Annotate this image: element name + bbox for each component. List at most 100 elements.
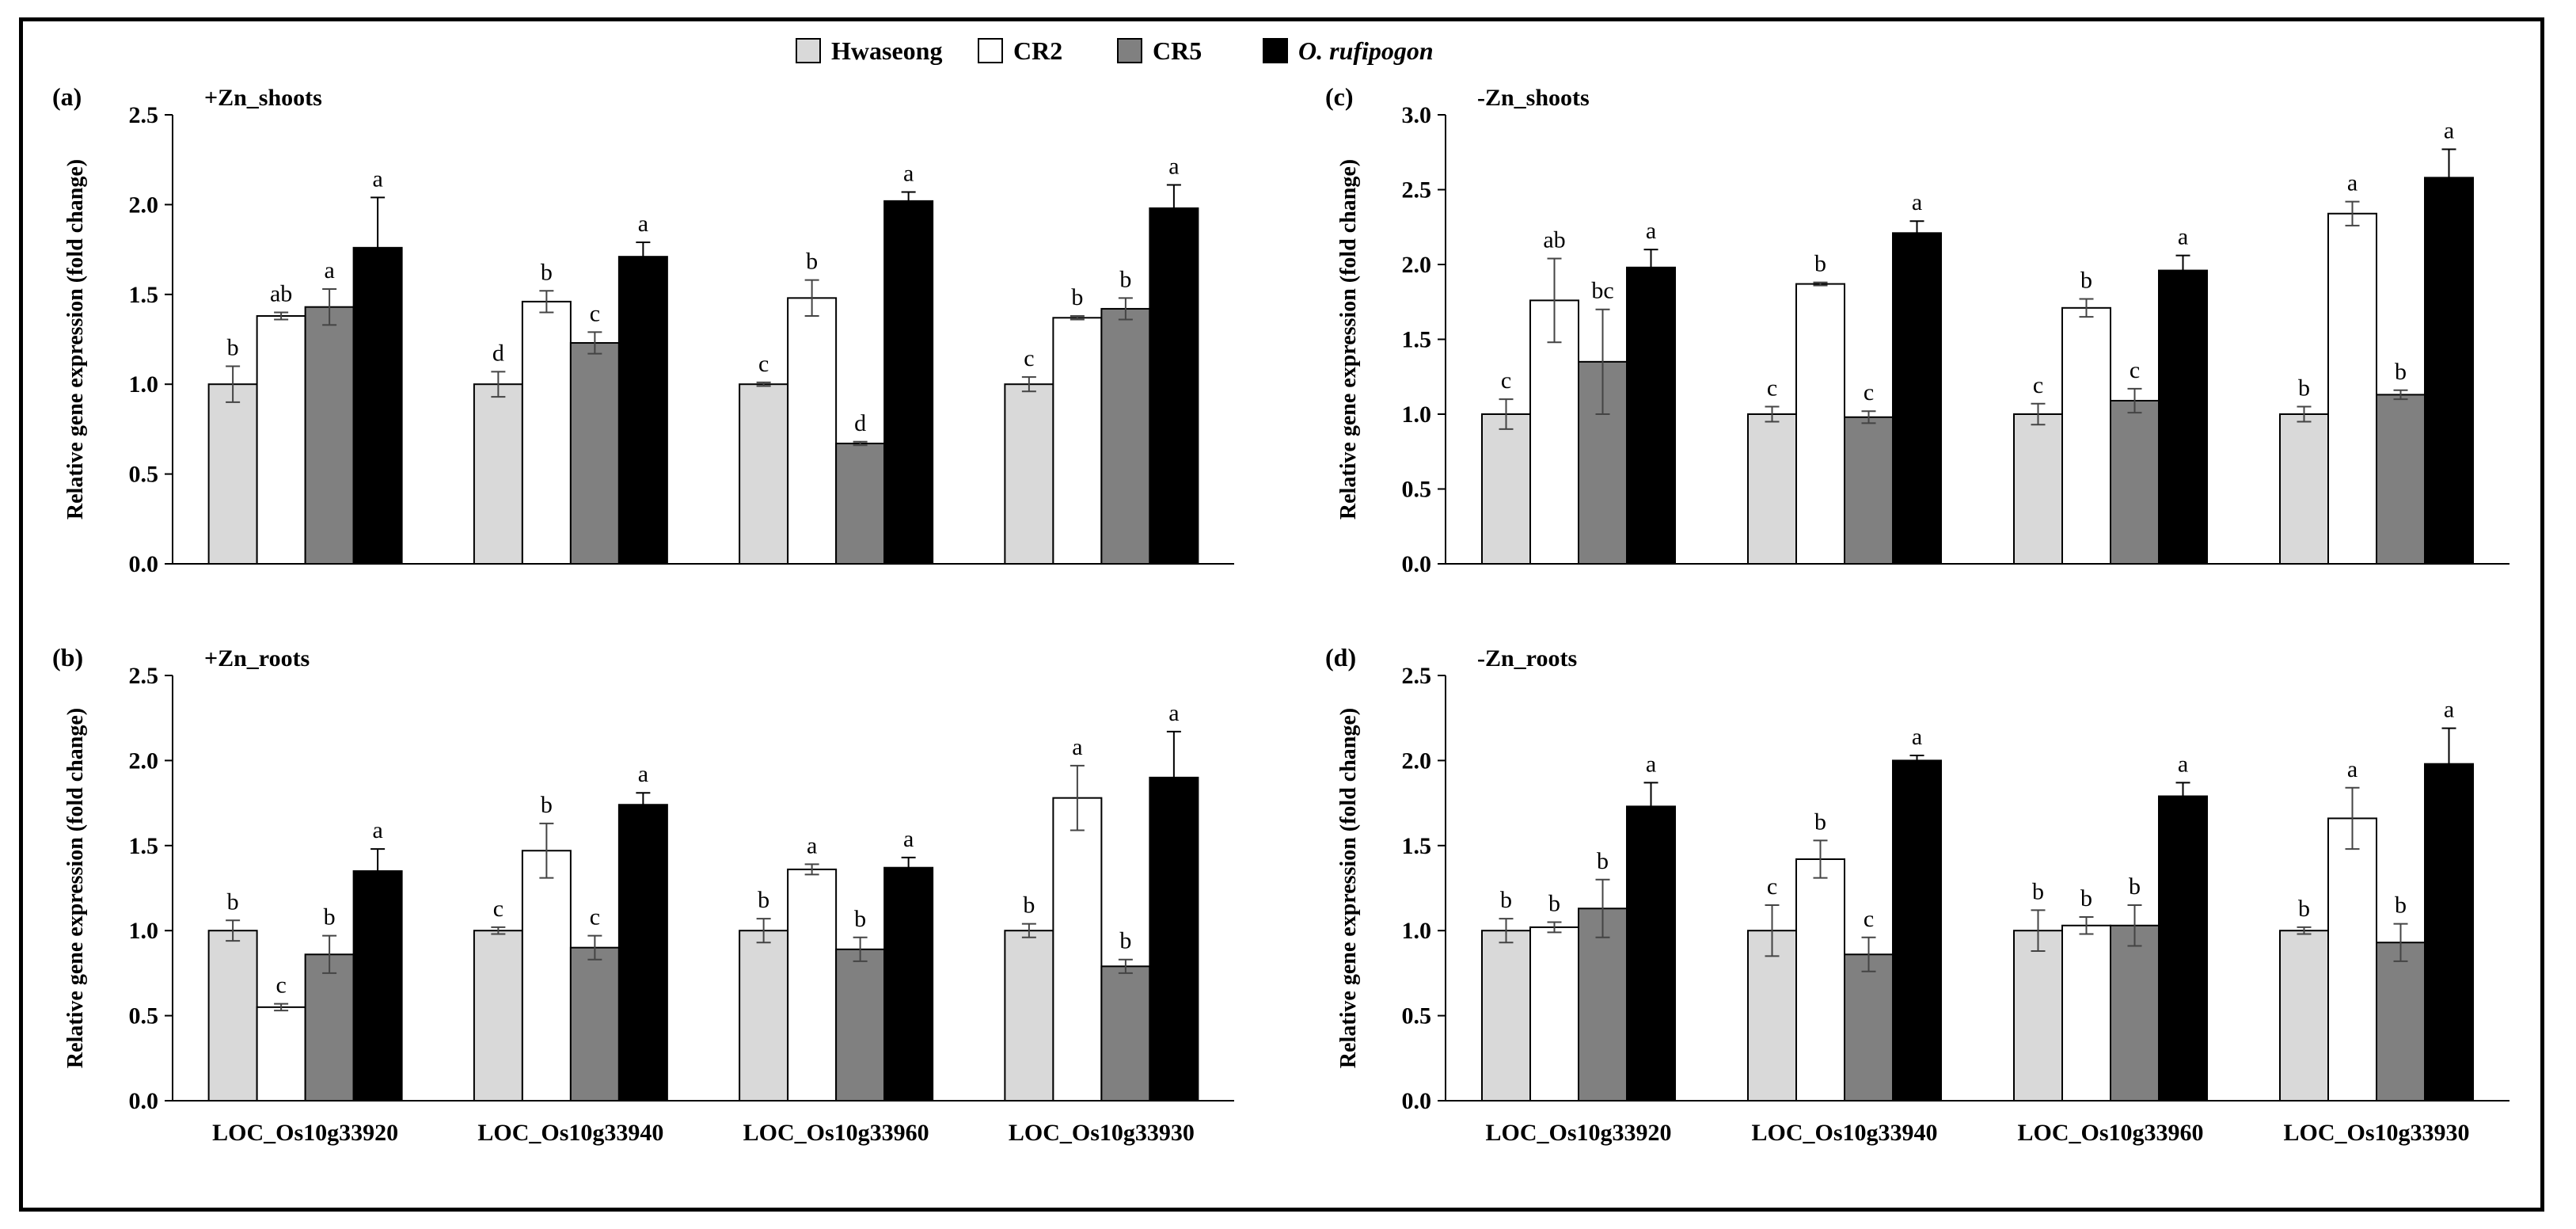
y-tick-label: 1.0 xyxy=(129,371,159,398)
y-tick-label: 2.0 xyxy=(1402,252,1432,278)
significance-letter: c xyxy=(1501,367,1511,394)
y-tick-label: 0.0 xyxy=(1402,551,1432,577)
legend-item: CR2 xyxy=(978,36,1062,65)
y-tick-label: 2.5 xyxy=(1402,177,1432,204)
significance-letter: c xyxy=(275,972,286,999)
error-bar xyxy=(2441,727,2456,801)
error-bar xyxy=(1118,958,1133,974)
error-bar xyxy=(1499,918,1514,944)
bar xyxy=(1100,307,1151,565)
significance-letter: b xyxy=(227,888,239,915)
y-tick-label: 2.0 xyxy=(1402,748,1432,774)
error-bar xyxy=(901,191,916,211)
significance-letter: a xyxy=(1646,218,1656,244)
bar xyxy=(1892,759,1942,1102)
significance-letter: a xyxy=(2444,117,2454,143)
error-bar xyxy=(853,440,868,447)
significance-letter: a xyxy=(638,761,648,787)
bar xyxy=(1626,805,1676,1102)
error-bar xyxy=(2031,402,2046,426)
significance-letter: b xyxy=(1548,890,1560,916)
error-bar xyxy=(491,371,506,398)
error-bar xyxy=(1765,405,1780,423)
bar xyxy=(304,953,355,1102)
bar xyxy=(2424,177,2474,565)
bar xyxy=(787,297,838,565)
significance-letter: b xyxy=(2032,878,2044,904)
panel-label: (d) xyxy=(1325,643,1356,672)
error-bar xyxy=(1595,308,1610,415)
significance-letter: a xyxy=(1168,700,1179,726)
significance-letter: c xyxy=(2033,372,2043,398)
bar xyxy=(1529,926,1579,1102)
error-bar xyxy=(1813,839,1828,879)
significance-letter: b xyxy=(324,904,336,930)
error-bar xyxy=(2127,904,2142,947)
bar xyxy=(2013,413,2063,565)
bar xyxy=(1529,299,1579,565)
y-tick-label: 0.5 xyxy=(1402,477,1432,503)
significance-letter: c xyxy=(1767,375,1777,401)
legend: Hwaseong CR2 CR5 O. rufipogon xyxy=(796,36,1434,65)
error-bar xyxy=(322,934,337,974)
y-tick-label: 2.0 xyxy=(129,192,159,218)
panel-label: (a) xyxy=(52,82,82,111)
significance-letter: a xyxy=(2178,224,2188,250)
error-bar xyxy=(1861,936,1876,972)
x-tick-label: LOC_Os10g33940 xyxy=(1751,1120,1937,1146)
error-bar xyxy=(2031,909,2046,952)
x-tick-label: LOC_Os10g33920 xyxy=(1485,1120,1671,1146)
bar xyxy=(1100,965,1151,1102)
error-bar xyxy=(756,381,771,387)
bar xyxy=(1052,317,1103,565)
bar xyxy=(1795,858,1845,1102)
error-bar xyxy=(587,331,602,355)
bar xyxy=(2158,795,2208,1102)
chart-panel: (d) -Zn_roots Relative gene expression (fo… xyxy=(1325,643,2510,1146)
bar xyxy=(1844,416,1894,565)
bar xyxy=(1052,797,1103,1102)
significance-letter: a xyxy=(638,211,648,237)
significance-letter: b xyxy=(1814,251,1826,277)
y-tick-label: 0.0 xyxy=(1402,1088,1432,1114)
error-bar xyxy=(2297,405,2312,423)
error-bar xyxy=(370,848,386,894)
legend-item: Hwaseong xyxy=(796,36,942,65)
significance-letter: a xyxy=(2347,756,2358,782)
error-bar xyxy=(636,242,651,272)
error-bar xyxy=(1070,315,1085,321)
significance-letter: b xyxy=(541,792,553,818)
bar xyxy=(207,383,258,565)
significance-letter: c xyxy=(590,300,600,326)
error-bar xyxy=(1909,220,1924,246)
x-tick-label: LOC_Os10g33920 xyxy=(212,1120,398,1146)
bar xyxy=(1149,776,1199,1102)
bar xyxy=(835,948,886,1102)
x-tick-label: LOC_Os10g33960 xyxy=(743,1120,929,1146)
bar xyxy=(521,300,572,565)
significance-letter: b xyxy=(1023,892,1035,919)
bar xyxy=(883,866,934,1102)
bar xyxy=(1149,207,1199,565)
bar xyxy=(2061,306,2111,565)
bar xyxy=(617,256,668,565)
significance-letter: a xyxy=(2444,697,2454,723)
bar xyxy=(352,870,403,1102)
y-axis-title: Relative gene expression (fold change) xyxy=(1336,159,1361,519)
significance-letter: b xyxy=(2395,359,2407,385)
significance-letter: bc xyxy=(1591,278,1613,304)
panel-title: -Zn_roots xyxy=(1477,645,1577,672)
legend-label: CR2 xyxy=(1013,36,1062,65)
bar xyxy=(739,383,789,565)
bar xyxy=(2376,942,2426,1102)
bar xyxy=(1481,413,1531,565)
error-bar xyxy=(2345,786,2360,850)
significance-letter: b xyxy=(1500,887,1512,913)
significance-letter: b xyxy=(2080,885,2092,911)
significance-letter: a xyxy=(807,832,817,858)
bar xyxy=(1481,930,1531,1102)
panel-title: +Zn_shoots xyxy=(204,85,322,111)
bar xyxy=(883,200,934,565)
y-tick-label: 1.5 xyxy=(129,282,159,308)
